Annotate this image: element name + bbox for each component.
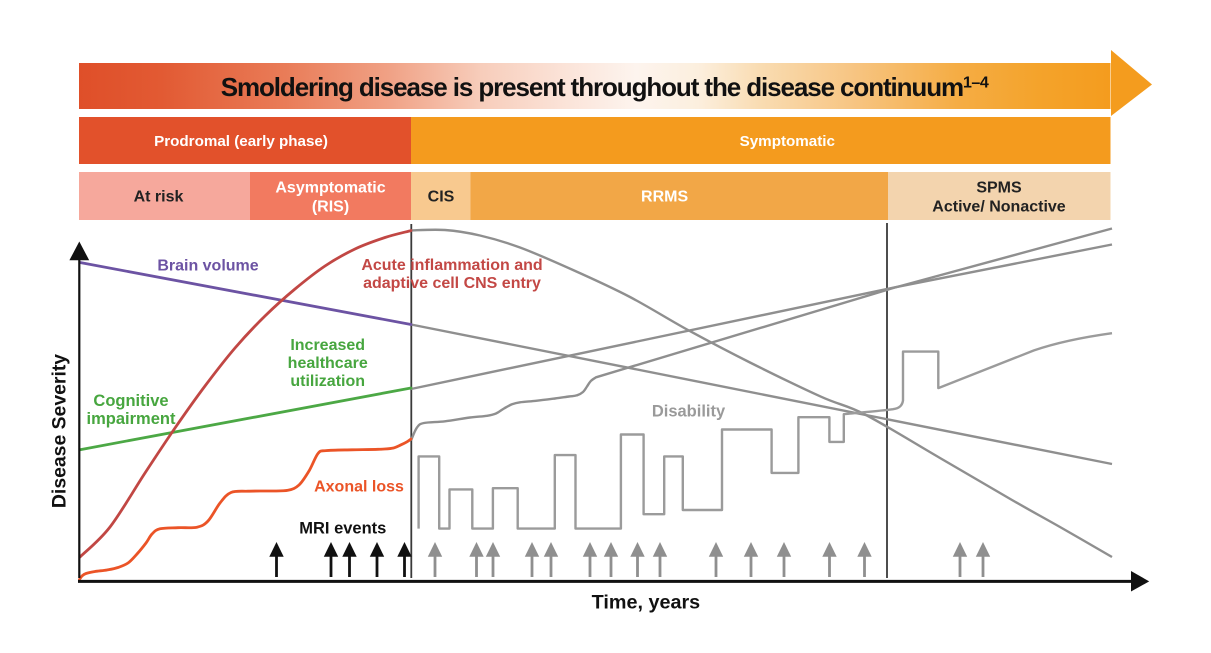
- svg-text:SPMS: SPMS: [976, 179, 1022, 196]
- svg-text:utilization: utilization: [290, 373, 365, 390]
- svg-text:Disability: Disability: [652, 403, 726, 421]
- svg-text:healthcare: healthcare: [288, 355, 368, 372]
- svg-text:Active/ Nonactive: Active/ Nonactive: [932, 199, 1065, 216]
- svg-text:CIS: CIS: [428, 188, 455, 205]
- svg-text:RRMS: RRMS: [641, 189, 688, 206]
- svg-text:Disease Severity: Disease Severity: [49, 354, 71, 508]
- svg-text:Symptomatic: Symptomatic: [740, 133, 835, 150]
- svg-text:Cognitive: Cognitive: [93, 392, 168, 410]
- svg-text:adaptive cell CNS entry: adaptive cell CNS entry: [363, 275, 541, 292]
- svg-text:Increased: Increased: [290, 337, 365, 354]
- svg-text:Brain volume: Brain volume: [157, 258, 258, 275]
- svg-text:(RIS): (RIS): [312, 199, 349, 216]
- svg-text:Acute inflammation and: Acute inflammation and: [361, 257, 542, 274]
- svg-text:Asymptomatic: Asymptomatic: [275, 179, 385, 196]
- svg-text:Smoldering disease is present: Smoldering disease is present throughout…: [221, 72, 989, 102]
- svg-text:Time, years: Time, years: [592, 592, 701, 614]
- svg-text:At risk: At risk: [134, 188, 184, 205]
- svg-text:MRI events: MRI events: [299, 520, 386, 538]
- svg-text:impairment: impairment: [87, 410, 176, 428]
- svg-text:Axonal loss: Axonal loss: [314, 479, 404, 496]
- svg-text:Prodromal (early phase): Prodromal (early phase): [154, 133, 328, 150]
